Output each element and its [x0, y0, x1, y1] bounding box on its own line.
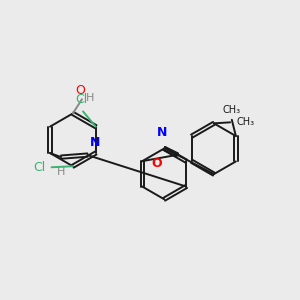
Text: Cl: Cl: [75, 93, 87, 106]
Text: CH₃: CH₃: [223, 105, 241, 115]
Text: O: O: [75, 84, 85, 97]
Text: Cl: Cl: [33, 161, 45, 174]
Text: O: O: [152, 157, 162, 170]
Text: CH₃: CH₃: [236, 117, 254, 127]
Text: H: H: [57, 167, 65, 177]
Text: N: N: [157, 126, 167, 139]
Text: H: H: [86, 93, 94, 103]
Text: N: N: [90, 136, 100, 149]
